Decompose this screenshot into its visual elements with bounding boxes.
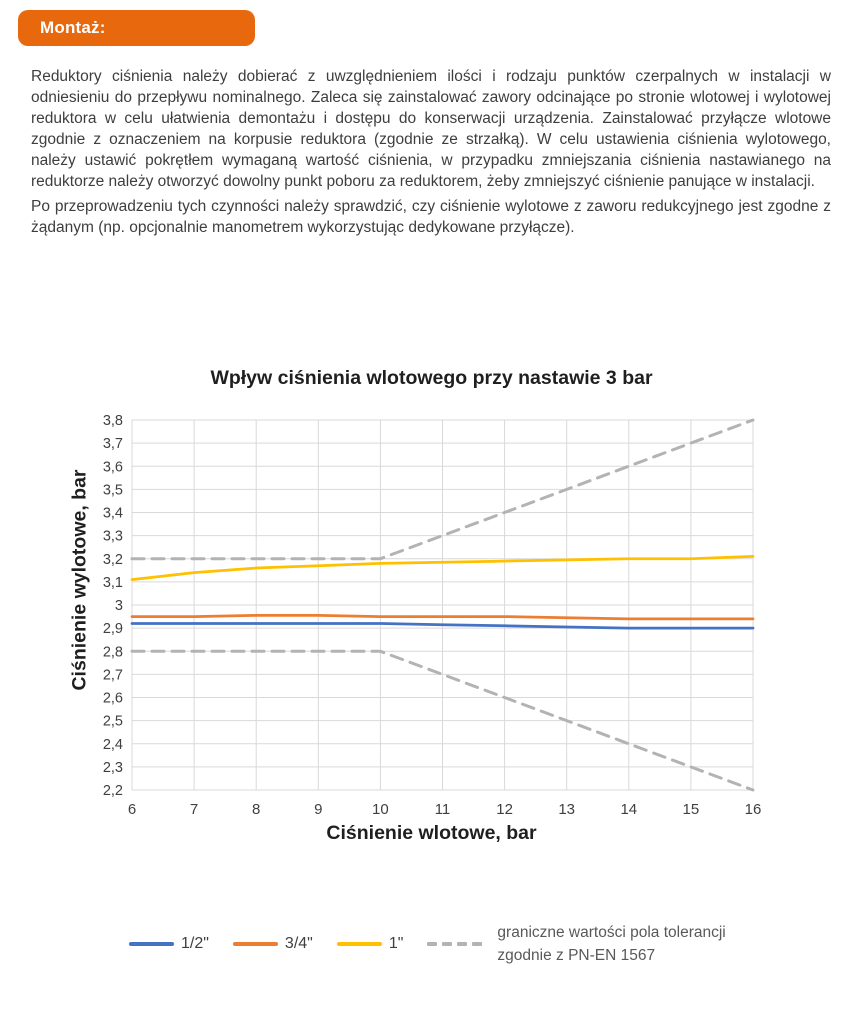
svg-text:2,6: 2,6 (103, 691, 123, 707)
pressure-chart: 2,2 2,3 2,4 2,5 2,6 2,7 2,8 2,9 3 3,1 3,2 3,3 3,4 3,5… (0, 400, 863, 830)
svg-text:3,3: 3,3 (103, 529, 123, 545)
y-axis-label: Ciśnienie wylotowe, bar (68, 469, 91, 691)
chart-legend: 1/2" 3/4" 1" graniczne wartości pola tol… (129, 921, 726, 967)
svg-text:2,5: 2,5 (103, 714, 123, 730)
legend-item-three-quarter-inch: 3/4" (232, 935, 313, 953)
legend-swatch-tolerance-dashed (427, 942, 487, 946)
svg-text:2,3: 2,3 (103, 760, 123, 776)
legend-label-three-quarter-inch: 3/4" (284, 935, 313, 952)
svg-text:3,8: 3,8 (103, 413, 123, 429)
legend-item-tolerance: graniczne wartości pola tolerancji zgodn… (427, 921, 726, 967)
legend-label-half-inch: 1/2" (181, 935, 209, 952)
svg-text:11: 11 (435, 801, 451, 818)
svg-text:8: 8 (252, 801, 260, 818)
legend-item-one-inch: 1" (336, 935, 404, 953)
section-header-badge: Montaż: (18, 10, 255, 46)
svg-text:3,6: 3,6 (103, 459, 123, 475)
svg-text:2,2: 2,2 (103, 783, 123, 799)
svg-text:3,1: 3,1 (103, 575, 123, 591)
chart-title: Wpływ ciśnienia wlotowego przy nastawie … (210, 367, 653, 389)
svg-text:3,7: 3,7 (103, 436, 123, 452)
svg-text:10: 10 (372, 801, 389, 818)
svg-text:3: 3 (115, 598, 123, 614)
legend-item-half-inch: 1/2" (129, 935, 209, 953)
svg-text:2,7: 2,7 (103, 667, 123, 683)
svg-text:3,5: 3,5 (103, 482, 123, 498)
legend-swatch-half-inch (129, 942, 174, 946)
svg-text:16: 16 (745, 801, 762, 818)
legend-swatch-three-quarter-inch (232, 942, 278, 946)
svg-text:6: 6 (128, 801, 136, 818)
installation-paragraph-2: Po przeprowadzeniu tych czynności należy… (31, 198, 831, 236)
svg-text:14: 14 (620, 801, 637, 818)
svg-text:15: 15 (683, 801, 700, 818)
x-axis-label: Ciśnienie wlotowe, bar (326, 822, 537, 844)
legend-label-tolerance: graniczne wartości pola tolerancji zgodn… (497, 924, 726, 964)
legend-swatch-one-inch (336, 942, 382, 946)
svg-text:13: 13 (558, 801, 575, 818)
svg-text:2,4: 2,4 (103, 737, 123, 753)
section-header-label: Montaż: (40, 18, 106, 37)
legend-label-one-inch: 1" (388, 935, 404, 952)
svg-text:2,9: 2,9 (103, 621, 123, 637)
installation-paragraph-1: Reduktory ciśnienia należy dobierać z uw… (31, 68, 831, 190)
svg-text:12: 12 (496, 801, 513, 818)
chart-plot-area: 2,2 2,3 2,4 2,5 2,6 2,7 2,8 2,9 3 3,1 3,2 3,3 3,4 3,5… (103, 413, 762, 818)
svg-text:9: 9 (314, 801, 322, 818)
svg-text:3,2: 3,2 (103, 552, 123, 568)
svg-text:7: 7 (190, 801, 198, 818)
svg-text:2,8: 2,8 (103, 644, 123, 660)
svg-text:3,4: 3,4 (103, 506, 123, 522)
